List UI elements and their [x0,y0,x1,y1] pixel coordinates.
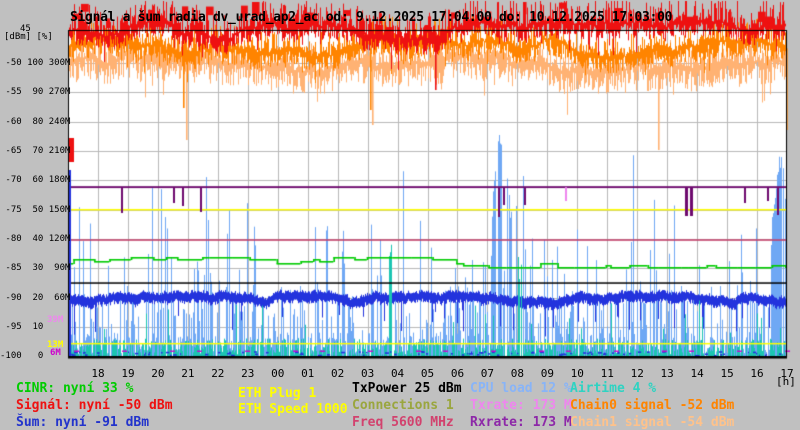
legend-freq: Freq 5600 MHz [352,415,454,430]
legend-eth-plug: ETH Plug 1 [238,386,317,401]
legend-cinr: CINR: nyní 33 % [16,381,134,396]
y-axis-marker-13m: 13M [47,340,64,350]
y-axis-label: -80 40 120M [0,233,71,244]
y-axis-marker-6m: 6M [50,348,61,358]
x-tick-label: 08 [510,367,525,380]
x-tick-label: 01 [301,367,315,380]
legend-sum: Šum: nyní -91 dBm [16,415,150,430]
legend-eth-speed: ETH Speed 1000 [238,402,348,417]
x-tick-label: 07 [480,367,495,380]
x-tick-label: 06 [450,367,465,380]
legend-airtime: Airtime 4 % [570,381,657,396]
x-tick-label: 13 [660,367,674,380]
legend-rxrate: Rxrate: 173 M [470,415,572,430]
y-axis-label: -70 60 180M [0,175,71,186]
y-axis-label: -60 80 240M [0,116,71,127]
x-tick-label: 02 [331,367,345,380]
x-tick-label: 22 [211,367,225,380]
y-axis-label: -90 20 60M [0,292,71,303]
legend-connections: Connections 1 [352,398,454,413]
y-axis-label: -85 30 90M [0,263,71,274]
y-axis-label: -50 100 300M [0,58,71,68]
y-axis-units-header: [dBm] [%] [4,32,53,42]
legend-txpower: TxPower 25 dBm [352,381,462,396]
chart-title: Signál a šum radia dv_urad_ap2_ac od: 9.… [70,10,673,25]
y-axis-label: -95 10 [0,321,44,332]
legend-cpu-load: CPU load 12 % [470,381,572,396]
x-tick-label: 00 [271,367,285,380]
x-tick-label: 03 [360,367,375,380]
y-axis-top-tick: 45 [20,24,31,34]
x-tick-label: 10 [570,367,584,380]
x-tick-label: 21 [181,367,195,380]
y-axis-label: -75 50 150M [0,204,71,215]
x-tick-label: 04 [390,367,405,380]
x-axis-unit-label: [h] [776,375,796,388]
x-tick-label: 14 [690,367,704,380]
x-tick-label: 05 [420,367,435,380]
x-tick-label: 09 [540,367,554,380]
x-tick-label: 12 [630,367,644,380]
y-axis-marker-39m: 39M [47,315,64,325]
x-tick-label: 15 [720,367,734,380]
x-tick-label: 20 [151,367,165,380]
x-tick-label: 17 [780,367,794,380]
x-tick-label: 11 [600,367,614,380]
y-axis-label: -65 70 210M [0,145,71,156]
legend-chain0: Chain0 signal -52 dBm [570,398,735,413]
x-tick-label: 18 [91,367,105,380]
legend-signal: Signál: nyní -50 dBm [16,398,173,413]
x-tick-label: 16 [750,367,764,380]
x-tick-label: 23 [241,367,255,380]
x-tick-label: 19 [121,367,135,380]
y-axis-label: -100 0 [0,351,44,362]
legend-chain1: Chain1 signal -54 dBm [570,415,735,430]
legend-txrate: Txrate: 173 M [470,398,572,413]
y-axis-label: -55 90 270M [0,87,71,98]
